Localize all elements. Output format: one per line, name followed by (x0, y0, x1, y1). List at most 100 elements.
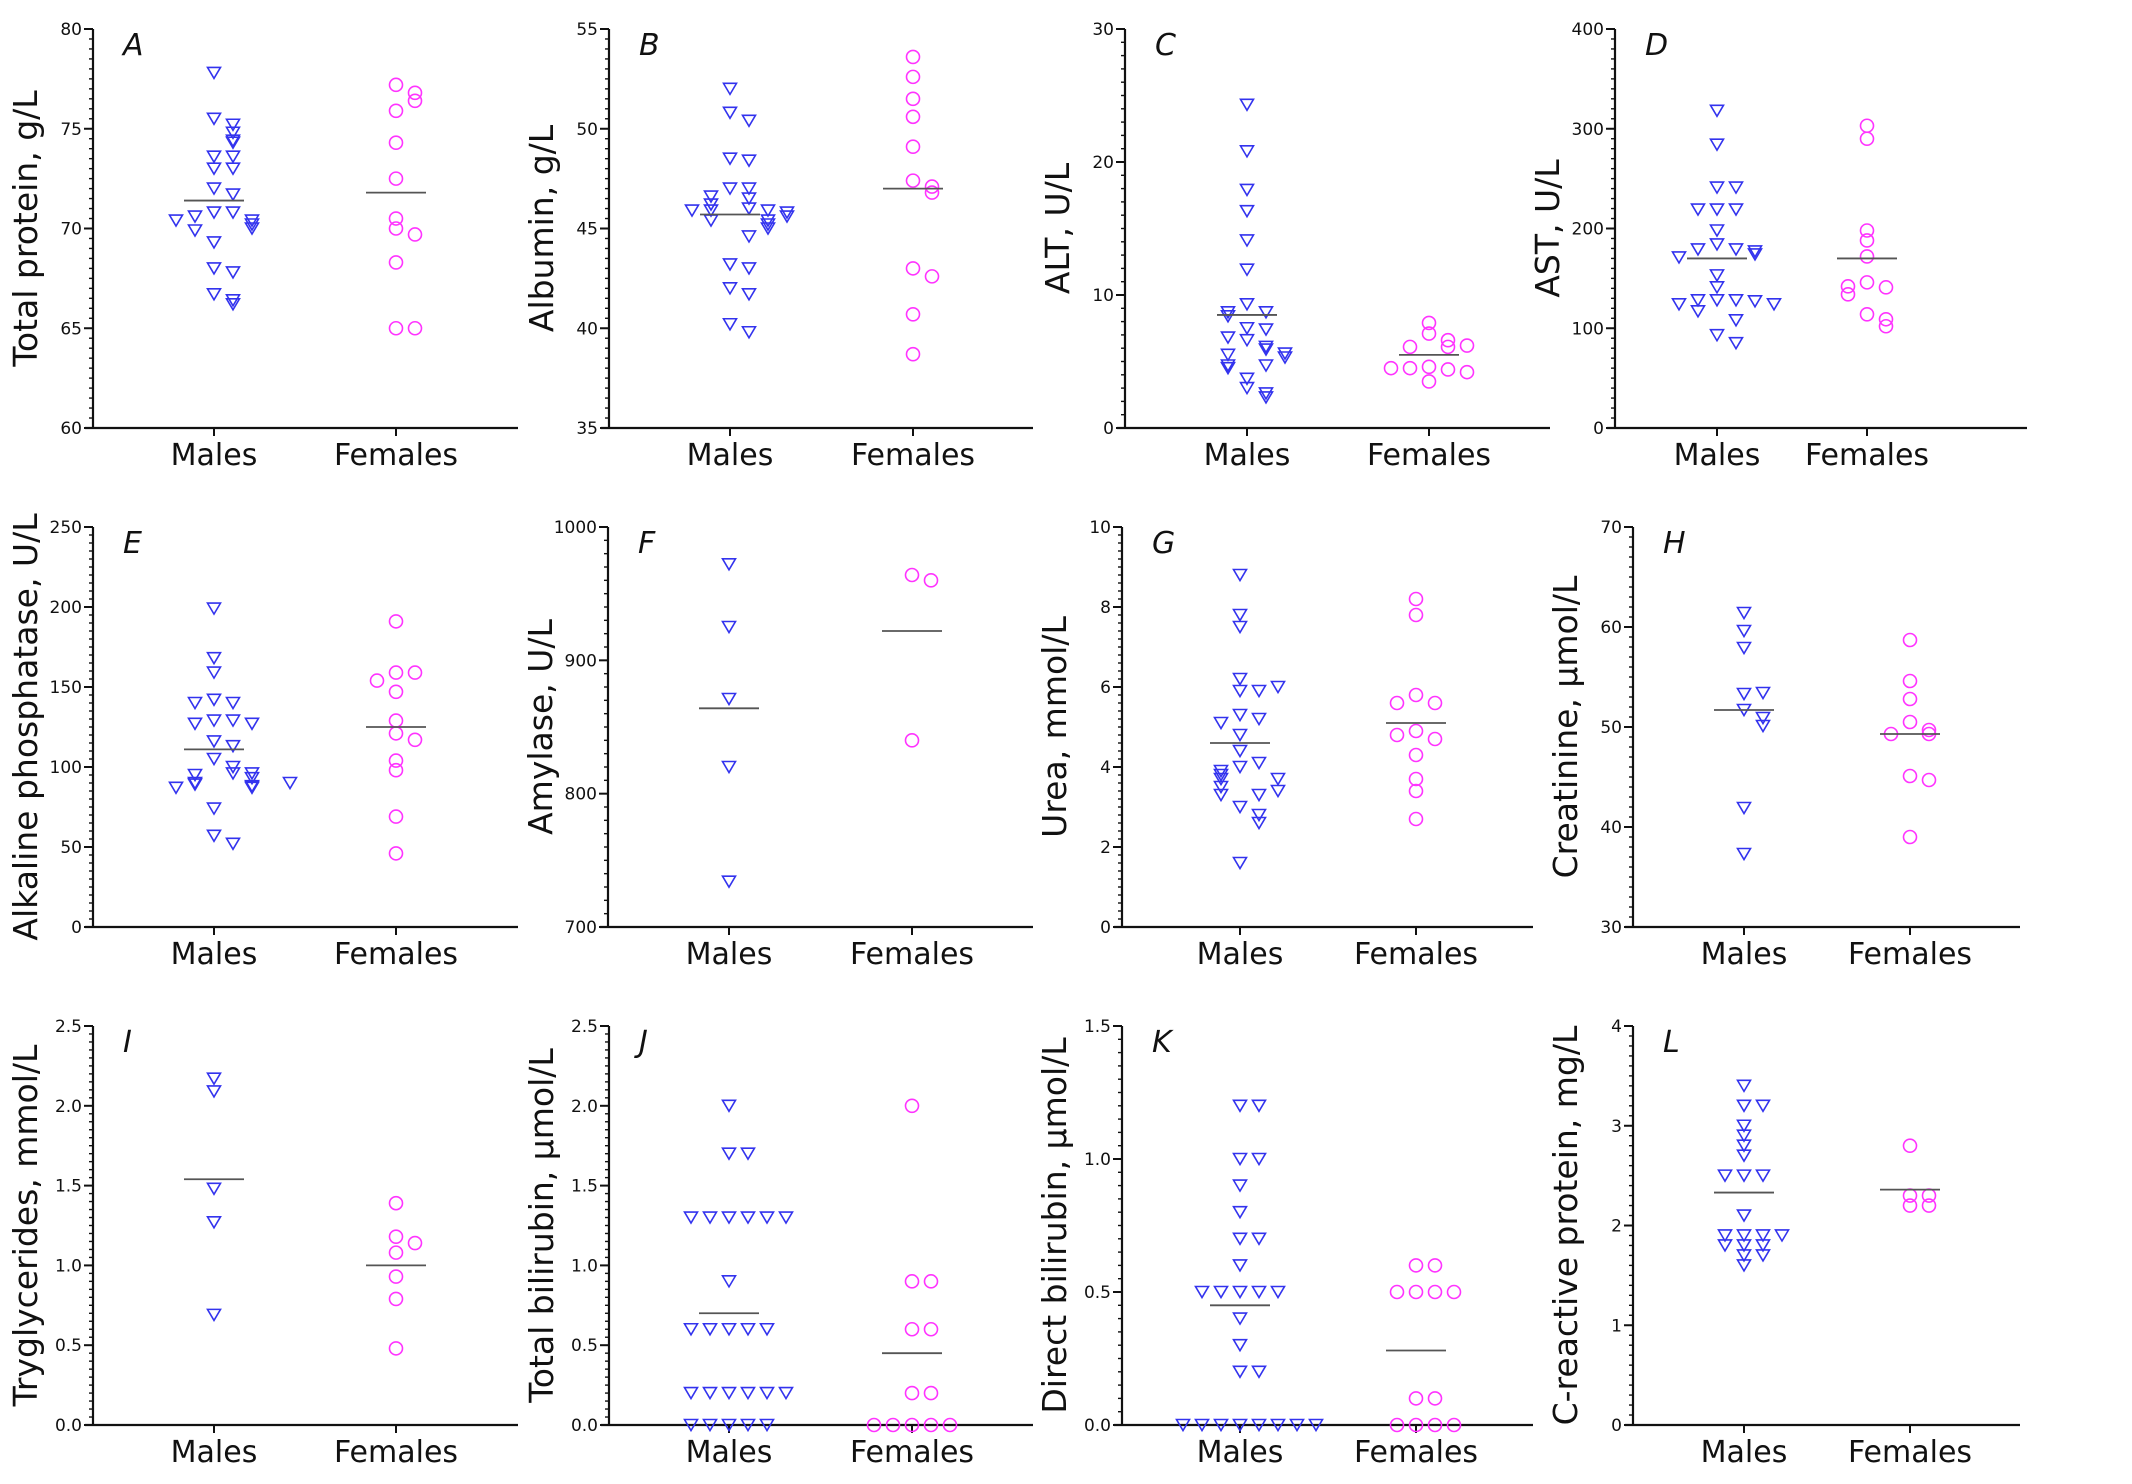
data-point-females (1902, 673, 1918, 689)
x-category-label: Males (1197, 1435, 1284, 1470)
data-point-males (721, 692, 737, 707)
y-axis-label: Alkaline phosphatase, U/L (6, 513, 45, 941)
data-point-females (1446, 1417, 1462, 1433)
data-point-males (225, 696, 241, 711)
x-category-label: Females (851, 438, 975, 473)
data-point-females (388, 1245, 404, 1260)
data-point-males (1258, 305, 1274, 320)
data-point-males (1251, 712, 1267, 727)
panel-d: 0 100 200 300 400 Males Females AST, U/L D (1528, 20, 2027, 473)
data-point-females (1389, 1284, 1405, 1300)
data-point-males (1251, 808, 1267, 823)
data-point-males (740, 1386, 756, 1401)
data-point-males (1736, 624, 1752, 639)
data-point-males (1270, 680, 1286, 695)
y-tick-label: 0.0 (55, 1416, 82, 1436)
data-point-males (1232, 1285, 1248, 1300)
data-point-males (1232, 620, 1248, 635)
data-point-females (1421, 374, 1437, 389)
data-point-females (388, 103, 404, 119)
y-tick-label: 4 (1611, 1017, 1622, 1037)
data-point-males (1232, 684, 1248, 699)
data-point-males (778, 1386, 794, 1401)
data-point-males (1736, 1099, 1752, 1113)
data-point-males (722, 182, 738, 196)
y-axis-label: AST, U/L (1528, 159, 1567, 298)
data-point-males (1239, 333, 1255, 348)
data-point-males (1239, 381, 1255, 396)
data-point-females (1859, 249, 1875, 264)
data-point-males (1258, 343, 1274, 357)
y-tick-label: 2.5 (571, 1017, 598, 1037)
data-point-males (741, 192, 757, 206)
data-point-females (905, 69, 921, 85)
data-point-males (1251, 1099, 1267, 1113)
data-point-females (1389, 695, 1405, 711)
data-point-females (1902, 1138, 1918, 1153)
data-point-females (388, 665, 404, 680)
data-point-females (388, 1195, 404, 1211)
x-category-label: Females (1367, 438, 1491, 473)
data-point-males (225, 136, 241, 150)
data-point-males (1251, 756, 1267, 771)
data-point-females (1840, 279, 1856, 294)
data-point-males (187, 224, 203, 238)
panel-a: 60 65 70 75 80 Males Females Total protein, g/L… (6, 20, 518, 473)
data-point-females (923, 1385, 939, 1401)
data-point-females (885, 1417, 901, 1433)
data-point-males (1736, 1259, 1752, 1273)
y-tick-label: 0.0 (1084, 1416, 1111, 1436)
data-point-males (168, 214, 184, 228)
data-point-males (779, 206, 795, 220)
y-axis-label: ALT, U/L (1038, 162, 1077, 294)
data-point-males (225, 118, 241, 132)
data-point-males (206, 829, 222, 843)
panel-letter: H (1663, 526, 1686, 561)
data-point-males (187, 696, 203, 711)
data-point-males (741, 182, 757, 196)
data-point-males (225, 714, 241, 728)
panel-l: 0 1 2 3 4 Males Females C-reactive protein, mg/… (1546, 1017, 2020, 1470)
data-point-males (1736, 606, 1752, 621)
y-tick-label: 30 (1600, 918, 1622, 938)
y-tick-label: 80 (60, 20, 82, 40)
data-point-males (206, 1182, 222, 1196)
data-point-males (225, 837, 241, 851)
data-point-males (760, 222, 776, 236)
data-point-males (722, 106, 738, 120)
data-point-males (1213, 716, 1229, 731)
data-point-males (206, 666, 222, 680)
data-point-males (1709, 281, 1725, 295)
y-tick-label: 800 (565, 785, 597, 805)
panel-g: 0 2 4 6 8 10 Males Females Urea, mmol/L G (1035, 518, 1533, 972)
panel-f: 700 800 900 1000 Males Females Amylase, U/L F (521, 518, 1033, 972)
y-tick-label: 50 (576, 120, 598, 140)
data-point-males (1194, 1418, 1210, 1433)
x-category-label: Females (1848, 1435, 1972, 1470)
y-tick-label: 2.5 (55, 1017, 82, 1037)
data-point-males (1728, 243, 1744, 257)
data-point-males (1717, 1229, 1733, 1243)
data-point-males (741, 262, 757, 276)
data-point-females (388, 809, 404, 824)
data-point-females (407, 665, 423, 680)
y-tick-label: 2 (1100, 838, 1111, 858)
data-point-females (904, 1098, 920, 1114)
data-point-females (1840, 287, 1856, 302)
data-point-females (1459, 338, 1475, 353)
data-point-males (1175, 1418, 1191, 1433)
data-point-females (904, 567, 920, 583)
data-point-males (1194, 1285, 1210, 1300)
data-point-males (684, 204, 700, 218)
data-point-males (1690, 294, 1706, 308)
data-point-males (206, 752, 222, 767)
data-point-females (1427, 1417, 1443, 1433)
data-point-females (923, 1321, 939, 1337)
data-point-males (1755, 1239, 1771, 1253)
y-tick-label: 4 (1100, 758, 1111, 778)
data-point-males (1747, 248, 1763, 262)
data-point-females (1440, 339, 1456, 355)
data-point-males (1251, 788, 1267, 803)
y-tick-label: 65 (60, 319, 82, 339)
